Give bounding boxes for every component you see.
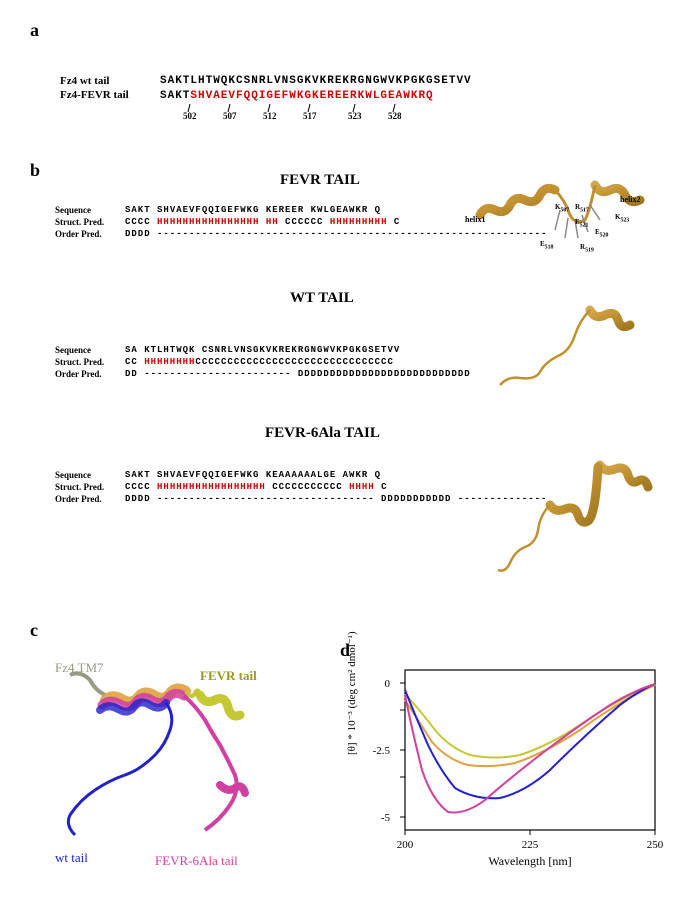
f6-seq-2: SHVAEVFQQIGEFWKG [157, 470, 266, 480]
svg-text:517: 517 [303, 111, 317, 119]
svg-text:528: 528 [388, 111, 402, 119]
wt-tail-label: wt tail [55, 850, 88, 866]
fz4-fevr-prefix: SAKT [160, 90, 190, 102]
fevr-seq-3: KEREER [266, 205, 311, 215]
ylabel: [θ] * 10⁻³ (deg cm² dmol⁻¹) [345, 631, 358, 755]
fevr-seq-5: Q [375, 205, 381, 215]
f6-seq-4: AWKR [343, 470, 375, 480]
f6-struct-2: CCCCCCCCCCC [266, 482, 349, 492]
fz4-fevr-red: SHVAEVFQQIGEFWKGKEREERKWLGEAWKRQ [190, 90, 433, 102]
overlay-svg [40, 645, 320, 875]
fevr6ala-helix-svg [490, 455, 660, 585]
seq-label-6ala: Sequence [55, 470, 125, 480]
svg-text:0: 0 [385, 678, 391, 690]
svg-text:200: 200 [397, 839, 414, 851]
struct-label-6ala: Struct. Pred. [55, 482, 125, 492]
f6-order: DDDD ---------------------------------- … [125, 494, 547, 504]
fevr6ala-tail-label: FEVR-6Ala tail [155, 853, 238, 869]
helix2-label: helix2 [620, 195, 640, 204]
f6-struct-h1: HHHHHHHHHHHHHHHHH [157, 482, 266, 492]
wt-order: DD ----------------------- DDDDDDDDDDDDD… [125, 369, 471, 379]
fevr6ala-title: FEVR-6Ala TAIL [265, 425, 380, 442]
wt-seq-1: SA [125, 345, 144, 355]
svg-text:507: 507 [223, 111, 237, 119]
order-label: Order Pred. [55, 229, 125, 239]
fevr-struct-h1: HHHHHHHHHHHHHHHH HH [157, 217, 279, 227]
struct-label: Struct. Pred. [55, 217, 125, 227]
f6-seq-3: KEAAAAAALGE [266, 470, 343, 480]
fevr-title: FEVR TAIL [280, 172, 360, 189]
fevr-struct-2: CCCCCC [279, 217, 330, 227]
tick-marks: 502 507 512 517 523 528 [180, 104, 472, 121]
svg-text:502: 502 [183, 111, 197, 119]
f6-seq-5: Q [375, 470, 381, 480]
seq-label-wt: Sequence [55, 345, 125, 355]
panel-label-a: a [30, 20, 39, 41]
res-k523: K523 [615, 213, 629, 223]
fevr6ala-block: Sequence SAKT SHVAEVFQQIGEFWKG KEAAAAAAL… [55, 470, 547, 506]
f6-struct-1: CCCC [125, 482, 157, 492]
res-r517: R517 [575, 203, 589, 213]
res-e521: E521 [575, 218, 588, 228]
fevr-seq-2: SHVAEVFQQIGEFWKG [157, 205, 266, 215]
f6-struct-3: C [375, 482, 388, 492]
xlabel: Wavelength [nm] [488, 854, 571, 868]
wt-struct-h: HHHHHHHH [144, 357, 195, 367]
cd-chart: 0 -2.5 -5 200 225 250 Wavelength [nm] [θ… [360, 660, 670, 875]
res-k507: K507 [555, 203, 569, 213]
fevr-tail-label: FEVR tail [200, 668, 257, 684]
fevr-seq-1: SAKT [125, 205, 157, 215]
fevr-struct-1: CCCC [125, 217, 157, 227]
seq-label: Sequence [55, 205, 125, 215]
struct-label-wt: Struct. Pred. [55, 357, 125, 367]
wt-seq-3: CSNRLVNSGKVKREKRGNGWVKPGKGSETVV [202, 345, 400, 355]
wt-block: Sequence SA KTLHTWQK CSNRLVNSGKVKREKRGNG… [55, 345, 471, 381]
fevr-struct-h2: HHHHHHHHH [330, 217, 388, 227]
res-e518: E518 [540, 240, 553, 250]
svg-text:512: 512 [263, 111, 277, 119]
wt-helix-svg [490, 300, 650, 400]
svg-text:225: 225 [522, 839, 539, 851]
tm7-label: Fz4 TM7 [55, 660, 104, 676]
order-label-wt: Order Pred. [55, 369, 125, 379]
f6-seq-1: SAKT [125, 470, 157, 480]
fz4-fevr-label: Fz4-FEVR tail [60, 89, 140, 102]
fevr-struct-3: C [387, 217, 400, 227]
order-label-6ala: Order Pred. [55, 494, 125, 504]
panel-a-sequences: Fz4 wt tail SAKTLHTWQKCSNRLVNSGKVKREKRGN… [60, 75, 472, 121]
fevr-seq-4: KWLGEAWKR [311, 205, 375, 215]
helix1-label: helix1 [465, 215, 485, 224]
wt-title: WT TAIL [290, 290, 354, 307]
res-e520: E520 [595, 228, 608, 238]
svg-text:523: 523 [348, 111, 362, 119]
panel-label-b: b [30, 160, 40, 181]
fz4-wt-label: Fz4 wt tail [60, 75, 140, 87]
svg-text:250: 250 [647, 839, 664, 851]
fz4-wt-seq: SAKTLHTWQKCSNRLVNSGKVKREKRGNGWVKPGKGSETV… [160, 75, 472, 87]
svg-text:-5: -5 [381, 812, 391, 824]
svg-text:-2.5: -2.5 [373, 745, 391, 757]
res-r519: R519 [580, 243, 594, 253]
wt-struct-1: CC [125, 357, 144, 367]
f6-struct-h2: HHHH [349, 482, 375, 492]
panel-label-c: c [30, 620, 38, 641]
fevr-helix-svg [460, 170, 660, 260]
wt-seq-2: KTLHTWQK [144, 345, 202, 355]
wt-struct-2: CCCCCCCCCCCCCCCCCCCCCCCCCCCCCCC [195, 357, 393, 367]
